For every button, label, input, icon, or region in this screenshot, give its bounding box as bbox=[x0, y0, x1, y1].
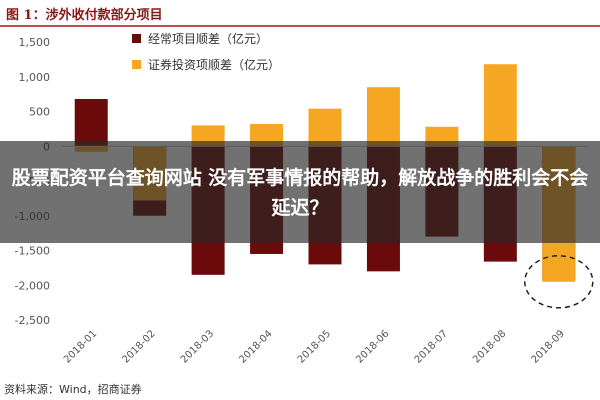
figure-title: 图 1：涉外收付款部分项目 bbox=[6, 8, 163, 23]
x-tick-label: 2018-06 bbox=[354, 328, 391, 365]
header-rule bbox=[0, 25, 600, 27]
y-tick-label: 500 bbox=[29, 106, 50, 119]
bar-current-account bbox=[74, 98, 108, 147]
source-note: 资料来源：Wind，招商证券 bbox=[4, 383, 142, 396]
legend-swatch bbox=[132, 60, 141, 69]
x-axis-labels: 2018-01 2018-02 2018-03 2018-04 2018-05 2018-… bbox=[62, 328, 567, 365]
y-tick-label: 1,000 bbox=[19, 71, 51, 84]
y-tick-label: -2,000 bbox=[15, 279, 50, 292]
bar-securities-investment bbox=[483, 64, 517, 147]
caption-overlay: 股票配资平台查询网站 没有军事情报的帮助，解放战争的胜利会不会延迟？ bbox=[0, 141, 600, 243]
figure-header: 图 1：涉外收付款部分项目 bbox=[0, 0, 600, 27]
legend-label: 证券投资项顺差（亿元） bbox=[148, 57, 280, 72]
overlay-caption: 股票配资平台查询网站 没有军事情报的帮助，解放战争的胜利会不会延迟？ bbox=[11, 167, 589, 219]
x-tick-label: 2018-01 bbox=[62, 328, 99, 365]
highlight-circle bbox=[524, 255, 594, 309]
bar-securities-investment bbox=[366, 87, 400, 147]
bar-securities-investment bbox=[250, 124, 284, 147]
x-tick-label: 2018-02 bbox=[120, 328, 157, 365]
x-tick-label: 2018-09 bbox=[530, 328, 567, 365]
x-tick-label: 2018-05 bbox=[296, 328, 333, 365]
y-tick-label: -2,500 bbox=[15, 314, 50, 327]
x-tick-label: 2018-03 bbox=[179, 328, 216, 365]
x-tick-label: 2018-07 bbox=[413, 328, 450, 365]
legend-swatch bbox=[132, 34, 141, 43]
bar-securities-investment bbox=[308, 108, 342, 147]
y-tick-label: 1,500 bbox=[19, 36, 51, 49]
x-tick-label: 2018-08 bbox=[471, 328, 508, 365]
x-tick-label: 2018-04 bbox=[237, 328, 274, 365]
legend-label: 经常项目顺差（亿元） bbox=[148, 31, 268, 46]
legend: 经常项目顺差（亿元） 证券投资项顺差（亿元） bbox=[132, 31, 280, 72]
y-tick-label: -1,500 bbox=[15, 245, 50, 258]
